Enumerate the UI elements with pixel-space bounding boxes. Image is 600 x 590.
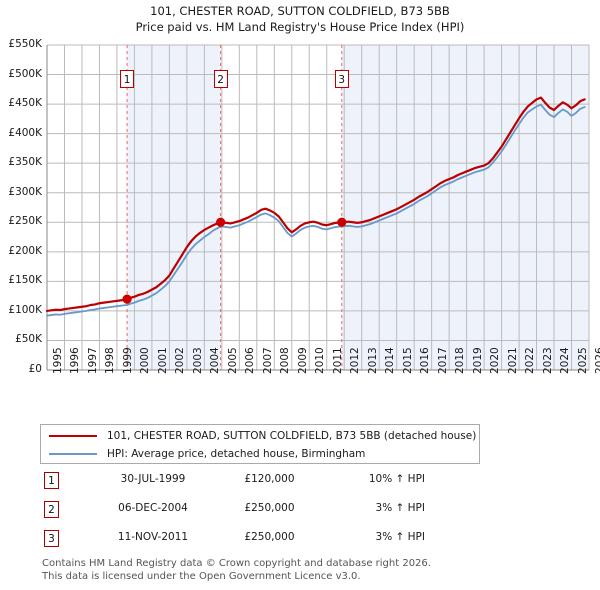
y-axis-tick-label: £400K	[8, 126, 42, 139]
x-axis-tick-label: 2020	[489, 347, 502, 374]
x-axis-tick-label: 2015	[401, 347, 414, 374]
x-axis-tick-label: 1999	[121, 347, 134, 374]
transaction-date: 30-JUL-1999	[120, 473, 186, 485]
legend-swatch-property	[49, 435, 97, 437]
x-axis-tick-label: 2004	[209, 347, 222, 374]
transaction-date: 06-DEC-2004	[118, 502, 188, 514]
legend-entry-property: 101, CHESTER ROAD, SUTTON COLDFIELD, B73…	[49, 427, 476, 445]
table-row: 3 11-NOV-2011 £250,000 3% ↑ HPI	[40, 528, 460, 557]
price-history-chart: £0 £50K £100K £150K £200K £250K £300K £350K £400…	[0, 38, 600, 380]
chart-marker-badge-3[interactable]: 3	[334, 70, 349, 88]
table-row: 2 06-DEC-2004 £250,000 3% ↑ HPI	[40, 499, 460, 528]
highlight-band	[341, 45, 589, 370]
y-axis-tick-label: £100K	[8, 303, 42, 316]
x-axis-tick-label: 2005	[226, 347, 239, 374]
x-axis-tick-label: 2026	[594, 347, 600, 374]
y-axis-tick-label: £0	[28, 363, 42, 375]
footer-line-2: This data is licensed under the Open Gov…	[42, 570, 361, 582]
transaction-hpi-delta: 3% ↑ HPI	[375, 502, 425, 514]
highlight-band	[127, 45, 221, 370]
transaction-badge: 3	[44, 530, 59, 547]
x-axis-tick-label: 2021	[506, 347, 519, 374]
y-axis-tick-label: £500K	[8, 67, 42, 80]
transaction-hpi-delta: 3% ↑ HPI	[375, 531, 425, 543]
title-line-2: Price paid vs. HM Land Registry's House …	[135, 20, 465, 34]
transaction-price: £120,000	[244, 473, 295, 485]
x-axis-tick-label: 2007	[261, 347, 274, 374]
x-axis-tick-label: 2025	[576, 347, 589, 374]
x-axis-tick-label: 2016	[419, 347, 432, 374]
x-axis-tick-label: 1995	[52, 347, 64, 374]
legend-label-property: 101, CHESTER ROAD, SUTTON COLDFIELD, B73…	[107, 430, 477, 442]
transaction-badge: 2	[44, 501, 59, 518]
x-axis-tick-label: 2009	[296, 347, 309, 374]
transaction-badge: 1	[44, 472, 59, 489]
x-axis-tick-label: 2012	[349, 347, 362, 374]
transaction-price: £250,000	[244, 502, 295, 514]
legend-entry-hpi: HPI: Average price, detached house, Birm…	[49, 445, 365, 463]
x-axis-tick-label: 2001	[156, 347, 169, 374]
chart-legend: 101, CHESTER ROAD, SUTTON COLDFIELD, B73…	[40, 424, 480, 464]
x-axis-tick-label: 2013	[366, 347, 379, 374]
x-axis-tick-label: 2014	[384, 347, 397, 374]
x-axis-tick-label: 2010	[314, 347, 327, 374]
x-axis-tick-label: 2018	[454, 347, 467, 374]
transactions-table: 1 30-JUL-1999 £120,000 10% ↑ HPI 2 06-DE…	[40, 470, 460, 557]
legend-swatch-hpi	[49, 453, 97, 455]
y-axis-tick-label: £250K	[8, 215, 42, 228]
y-axis-tick-label: £550K	[8, 38, 42, 50]
x-axis-tick-label: 2002	[174, 347, 187, 374]
y-axis-tick-label: £450K	[8, 97, 42, 110]
legend-label-hpi: HPI: Average price, detached house, Birm…	[107, 448, 366, 460]
x-axis-tick-label: 1998	[104, 347, 117, 374]
x-axis-tick-label: 2011	[331, 347, 344, 374]
x-axis-tick-label: 2017	[436, 347, 449, 374]
transaction-hpi-delta: 10% ↑ HPI	[368, 473, 425, 485]
x-axis-tick-label: 2008	[279, 347, 292, 374]
transaction-point-3[interactable]	[337, 217, 347, 227]
x-axis-tick-label: 2003	[191, 347, 204, 374]
transaction-price: £250,000	[244, 531, 295, 543]
series-line-hpi	[46, 103, 586, 317]
y-axis-tick-label: £200K	[8, 244, 42, 257]
chart-marker-badge-1[interactable]: 1	[120, 70, 135, 88]
y-axis-tick-label: £150K	[8, 274, 42, 287]
transaction-point-1[interactable]	[122, 294, 132, 304]
x-axis-tick-label: 1997	[86, 347, 99, 374]
x-axis-tick-label: 2006	[244, 347, 257, 374]
series-line-property	[45, 96, 586, 313]
y-axis-tick-label: £300K	[8, 185, 42, 198]
transaction-date: 11-NOV-2011	[117, 531, 189, 543]
y-axis-tick-label: £50K	[15, 333, 42, 346]
table-row: 1 30-JUL-1999 £120,000 10% ↑ HPI	[40, 470, 460, 499]
transaction-point-2[interactable]	[216, 217, 226, 227]
x-axis-tick-label: 2023	[541, 347, 554, 374]
page-title: 101, CHESTER ROAD, SUTTON COLDFIELD, B73…	[0, 3, 600, 35]
footer-line-1: Contains HM Land Registry data © Crown c…	[42, 558, 431, 569]
chart-marker-badge-2[interactable]: 2	[213, 70, 228, 88]
x-axis-tick-label: 2019	[471, 347, 484, 374]
x-axis-tick-label: 2024	[559, 347, 572, 374]
x-axis-tick-label: 2000	[139, 347, 152, 374]
title-line-1: 101, CHESTER ROAD, SUTTON COLDFIELD, B73…	[150, 4, 450, 18]
attribution-footer: Contains HM Land Registry data © Crown c…	[42, 558, 582, 583]
x-axis-tick-label: 1996	[69, 347, 82, 374]
chart-svg	[45, 44, 590, 371]
y-axis-tick-label: £350K	[8, 156, 42, 169]
x-axis-tick-label: 2022	[524, 347, 537, 374]
